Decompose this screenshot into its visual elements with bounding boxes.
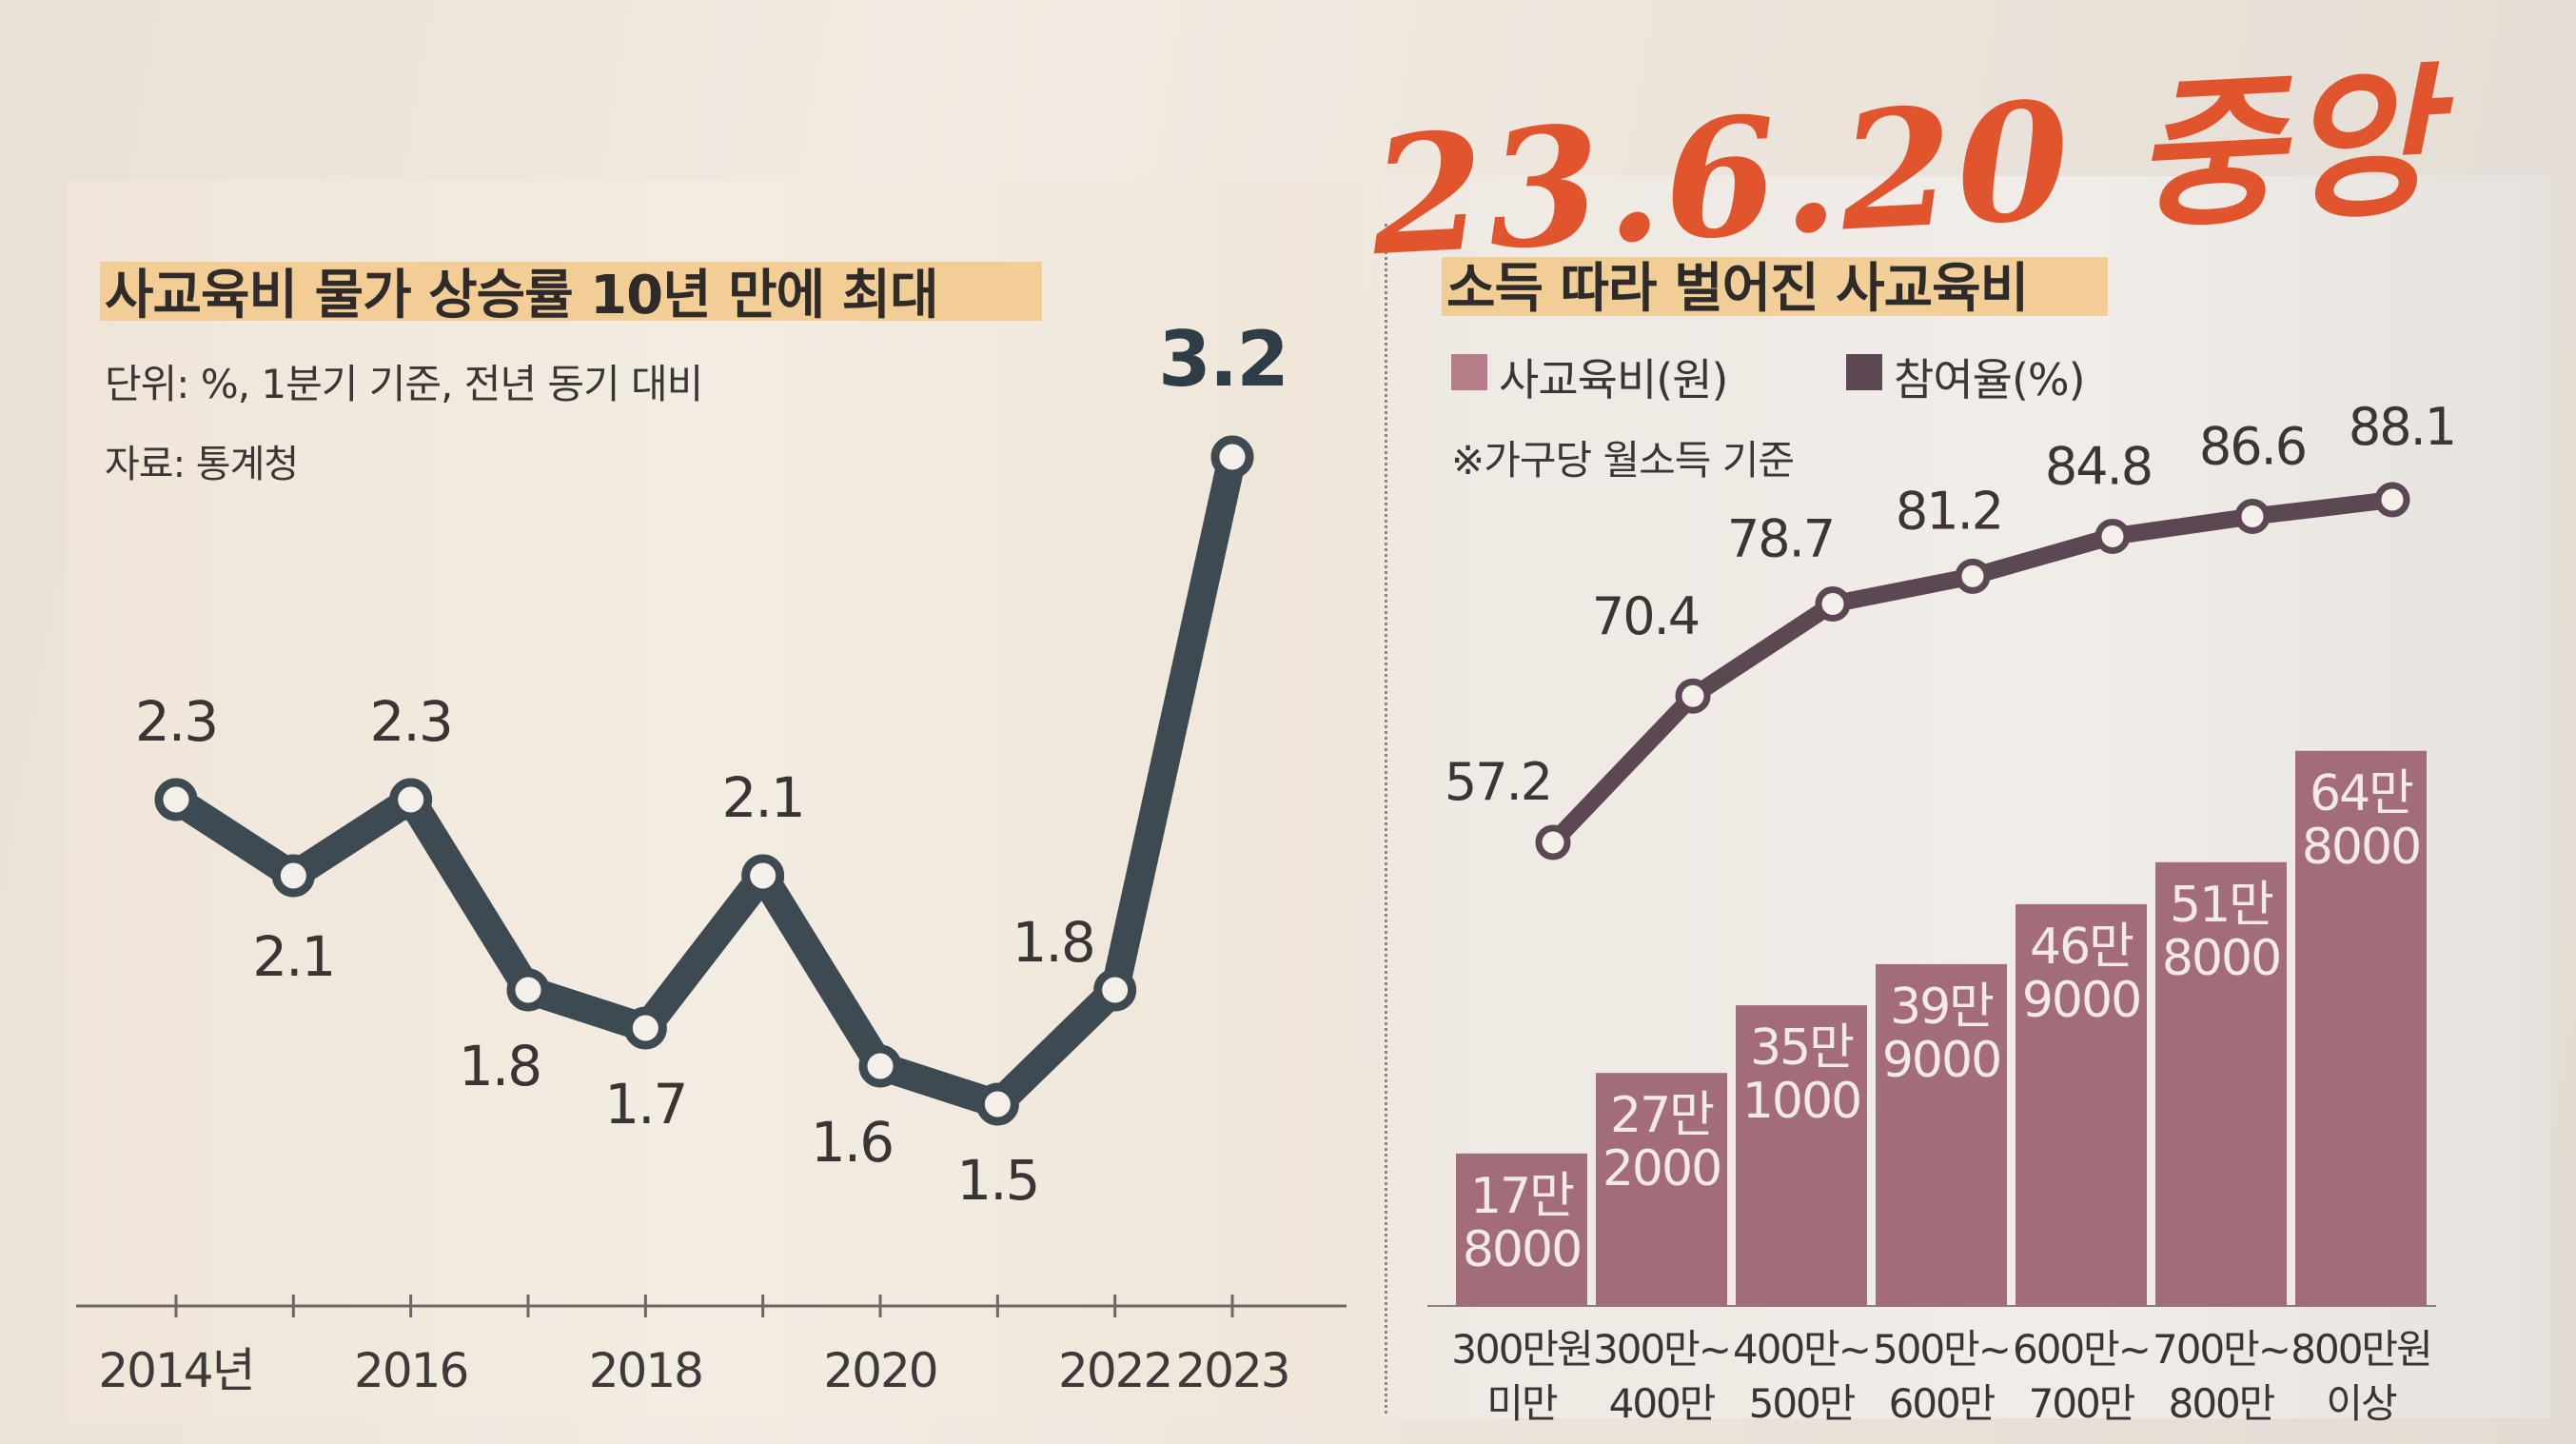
left-x-tick-label: 2023: [1175, 1343, 1288, 1398]
income-category-label: 400만: [1609, 1380, 1716, 1427]
spending-bar-label: 64만: [2310, 765, 2413, 822]
participation-value-label: 70.4: [1592, 586, 1699, 646]
income-category-label: 700만: [2029, 1380, 2135, 1427]
spending-bar: [1596, 1073, 1727, 1306]
inflation-value-label: 1.8: [1013, 910, 1094, 975]
right-basis-note: ※가구당 월소득 기준: [1451, 437, 1795, 484]
income-category-label: 미만: [1486, 1380, 1558, 1427]
inflation-point: [271, 854, 315, 898]
inflation-point: [389, 778, 433, 821]
spending-bar-label: 39만: [1890, 979, 1994, 1036]
participation-value-label: 78.7: [1727, 509, 1834, 569]
left-x-tick-label: 2014년: [98, 1343, 253, 1398]
inflation-value-label: 1.6: [811, 1110, 893, 1175]
panel-divider: [1385, 224, 1387, 1414]
income-category-label: 500만~: [1873, 1326, 2010, 1373]
inflation-point: [1093, 968, 1137, 1012]
inflation-point: [975, 1082, 1019, 1126]
spending-bar-label: 2000: [1603, 1140, 1721, 1197]
right-title-highlight: [1442, 257, 2108, 316]
participation-value-label: 84.8: [2045, 436, 2152, 496]
legend-label-spending: 사교육비(원): [1499, 354, 1728, 406]
spending-bar-label: 1000: [1742, 1073, 1860, 1130]
spending-bar-label: 27만: [1610, 1087, 1714, 1144]
spending-bar: [1736, 1005, 1867, 1306]
inflation-value-label: 2.3: [135, 689, 217, 754]
inflation-point: [154, 778, 198, 821]
spending-bar-label: 8000: [2302, 819, 2420, 876]
income-category-label: 600만: [1889, 1380, 1996, 1427]
left-source-note: 자료: 통계청: [105, 443, 299, 486]
participation-value-label: 81.2: [1896, 481, 2002, 541]
spending-bar-label: 9000: [2022, 972, 2140, 1029]
inflation-value-label: 2.1: [722, 765, 804, 830]
legend-swatch-participation: [1846, 354, 1882, 390]
income-category-label: 800만원: [2291, 1326, 2430, 1373]
inflation-value-label: 2.1: [252, 924, 334, 989]
inflation-value-label: 1.7: [604, 1072, 686, 1137]
inflation-point: [858, 1044, 902, 1088]
spending-bar-label: 8000: [2162, 930, 2280, 987]
participation-point: [1955, 558, 1991, 594]
left-x-tick-label: 2022: [1058, 1343, 1171, 1398]
participation-point: [2234, 498, 2271, 534]
inflation-point: [1210, 435, 1254, 479]
inflation-point: [623, 1006, 667, 1050]
inflation-series-line: [162, 443, 1247, 1118]
left-title-highlight: [100, 262, 1042, 321]
spending-bar: [1876, 963, 2007, 1306]
legend-label-participation: 참여율(%): [1894, 354, 2086, 406]
income-category-label: 이상: [2326, 1380, 2397, 1427]
left-chart-title: 사교육비 물가 상승률 10년 만에 최대: [105, 265, 939, 326]
participation-point: [2374, 482, 2410, 518]
left-x-tick-label: 2018: [589, 1343, 702, 1398]
spending-bar-label: 35만: [1750, 1019, 1854, 1077]
participation-point: [1675, 678, 1711, 714]
income-category-label: 700만~: [2153, 1326, 2290, 1373]
legend-swatch-spending: [1451, 354, 1487, 390]
right-chart-title: 소득 따라 벌어진 사교육비: [1446, 258, 2029, 320]
participation-value-label: 86.6: [2199, 416, 2306, 476]
spending-bar: [2295, 750, 2427, 1306]
income-category-label: 300만원: [1451, 1326, 1591, 1373]
income-category-label: 800만: [2169, 1380, 2275, 1427]
spending-bar-label: 17만: [1470, 1168, 1574, 1225]
inflation-point: [741, 854, 785, 898]
inflation-value-label-2023: 3.2: [1158, 315, 1288, 404]
inflation-point: [506, 968, 550, 1012]
income-category-label: 400만~: [1733, 1326, 1870, 1373]
income-category-label: 300만~: [1593, 1326, 1730, 1373]
income-category-label: 500만: [1749, 1380, 1856, 1427]
spending-bar: [2016, 903, 2147, 1306]
spending-bar-label: 9000: [1882, 1032, 2000, 1089]
inflation-value-label: 1.8: [459, 1034, 541, 1098]
participation-value-label: 88.1: [2349, 397, 2455, 457]
participation-value-label: 57.2: [1445, 752, 1551, 812]
spending-bar-label: 51만: [2170, 877, 2273, 934]
participation-point: [1815, 586, 1851, 623]
spending-bar-label: 46만: [2030, 919, 2134, 976]
inflation-value-label: 1.5: [956, 1148, 1038, 1213]
left-unit-note: 단위: %, 1분기 기준, 전년 동기 대비: [105, 361, 703, 407]
left-x-tick-label: 2016: [354, 1343, 467, 1398]
left-x-tick-label: 2020: [823, 1343, 936, 1398]
participation-point: [2094, 518, 2131, 554]
spending-bar: [1456, 1153, 1587, 1306]
spending-bar: [2155, 861, 2287, 1306]
participation-point: [1535, 824, 1571, 860]
spending-bar-label: 8000: [1463, 1221, 1581, 1278]
inflation-value-label: 2.3: [370, 689, 452, 754]
income-category-label: 600만~: [2013, 1326, 2150, 1373]
participation-series-line: [1544, 491, 2401, 851]
